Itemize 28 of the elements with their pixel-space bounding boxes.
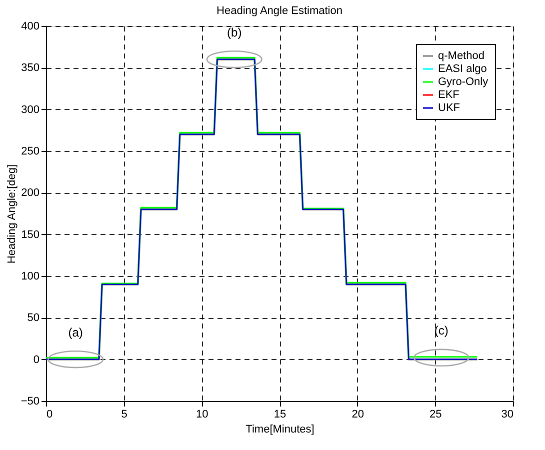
x-tick-label: 15 [274, 408, 286, 420]
legend-label: Gyro-Only [438, 76, 489, 88]
chart-title: Heading Angle Estimation [216, 5, 342, 17]
x-tick-label: 0 [46, 408, 53, 420]
legend-label: UKF [438, 102, 460, 114]
y-axis-title: Heading Angle:[deg] [6, 164, 18, 264]
legend-label: q-Method [438, 50, 484, 62]
y-tick-label: 150 [21, 228, 40, 241]
y-tick-label: 250 [21, 146, 40, 158]
y-tick-label: 200 [21, 187, 40, 200]
y-tick-label: −50 [20, 396, 40, 408]
legend-label: EKF [438, 89, 460, 101]
annotation: (b) [227, 25, 242, 40]
y-tick-label: 0 [33, 354, 40, 366]
legend-label: EASI algo [438, 63, 487, 75]
y-tick-label: 350 [21, 62, 40, 74]
y-tick-label: 100 [21, 270, 40, 282]
x-tick-label: 20 [352, 408, 364, 420]
x-axis-title: Time[Minutes] [246, 424, 314, 436]
y-tick-label: 50 [27, 312, 40, 324]
y-tick-label: 300 [21, 104, 40, 116]
x-tick-label: 10 [196, 408, 208, 420]
y-tick-label: 400 [21, 20, 40, 32]
annotation: (c) [434, 324, 448, 338]
x-tick-label: 25 [430, 408, 442, 420]
annotation: (a) [68, 325, 83, 340]
x-tick-label: 30 [501, 408, 514, 420]
x-tick-label: 5 [121, 408, 128, 420]
